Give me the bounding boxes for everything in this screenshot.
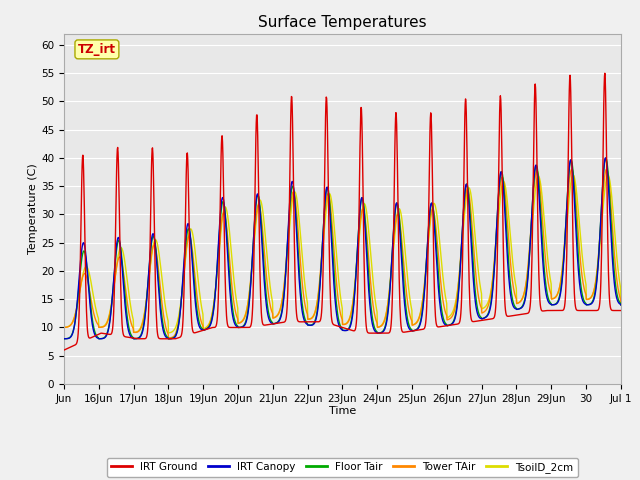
IRT Canopy bbox=[556, 297, 563, 302]
Line: IRT Canopy: IRT Canopy bbox=[64, 158, 621, 339]
IRT Ground bbox=[556, 308, 563, 313]
Text: TZ_irt: TZ_irt bbox=[78, 43, 116, 56]
IRT Canopy bbox=[328, 242, 335, 248]
Tower TAir bbox=[611, 250, 618, 255]
IRT Canopy bbox=[610, 276, 618, 282]
Tower TAir bbox=[556, 285, 563, 290]
Floor Tair bbox=[610, 265, 618, 271]
IRT Canopy bbox=[474, 311, 481, 317]
Title: Surface Temperatures: Surface Temperatures bbox=[258, 15, 427, 30]
IRT Ground bbox=[617, 308, 625, 313]
TsoilD_2cm bbox=[164, 330, 172, 336]
Line: Floor Tair: Floor Tair bbox=[64, 158, 621, 339]
IRT Ground bbox=[60, 347, 68, 353]
TsoilD_2cm bbox=[617, 302, 625, 308]
Line: Tower TAir: Tower TAir bbox=[64, 169, 621, 338]
TsoilD_2cm bbox=[611, 224, 618, 229]
Floor Tair bbox=[617, 302, 625, 308]
Floor Tair bbox=[556, 295, 563, 300]
Legend: IRT Ground, IRT Canopy, Floor Tair, Tower TAir, TsoilD_2cm: IRT Ground, IRT Canopy, Floor Tair, Towe… bbox=[107, 457, 578, 477]
Line: IRT Ground: IRT Ground bbox=[64, 73, 621, 350]
TsoilD_2cm bbox=[317, 261, 325, 267]
IRT Canopy bbox=[147, 240, 155, 246]
Tower TAir bbox=[60, 324, 68, 330]
TsoilD_2cm bbox=[556, 285, 563, 290]
IRT Canopy bbox=[60, 336, 68, 342]
IRT Canopy bbox=[617, 302, 625, 308]
TsoilD_2cm bbox=[147, 257, 155, 263]
Floor Tair bbox=[60, 336, 68, 342]
Tower TAir bbox=[617, 302, 625, 308]
IRT Ground bbox=[147, 185, 155, 191]
TsoilD_2cm bbox=[570, 172, 577, 178]
Tower TAir bbox=[568, 167, 575, 172]
Floor Tair bbox=[147, 244, 155, 250]
IRT Canopy bbox=[602, 155, 609, 161]
Floor Tair bbox=[602, 155, 610, 161]
IRT Ground bbox=[601, 71, 609, 76]
Floor Tair bbox=[328, 230, 335, 236]
Tower TAir bbox=[147, 254, 155, 260]
Line: TsoilD_2cm: TsoilD_2cm bbox=[64, 175, 621, 333]
IRT Canopy bbox=[317, 264, 325, 270]
IRT Ground bbox=[474, 318, 481, 324]
Tower TAir bbox=[328, 221, 336, 227]
IRT Ground bbox=[317, 313, 325, 319]
Floor Tair bbox=[317, 263, 325, 268]
TsoilD_2cm bbox=[474, 264, 482, 270]
X-axis label: Time: Time bbox=[329, 407, 356, 417]
IRT Ground bbox=[328, 316, 335, 322]
IRT Ground bbox=[610, 308, 618, 313]
Tower TAir bbox=[474, 290, 482, 296]
Tower TAir bbox=[166, 335, 173, 341]
Floor Tair bbox=[474, 306, 481, 312]
Y-axis label: Temperature (C): Temperature (C) bbox=[28, 163, 38, 254]
TsoilD_2cm bbox=[328, 202, 336, 207]
TsoilD_2cm bbox=[60, 324, 68, 330]
Tower TAir bbox=[317, 254, 325, 260]
